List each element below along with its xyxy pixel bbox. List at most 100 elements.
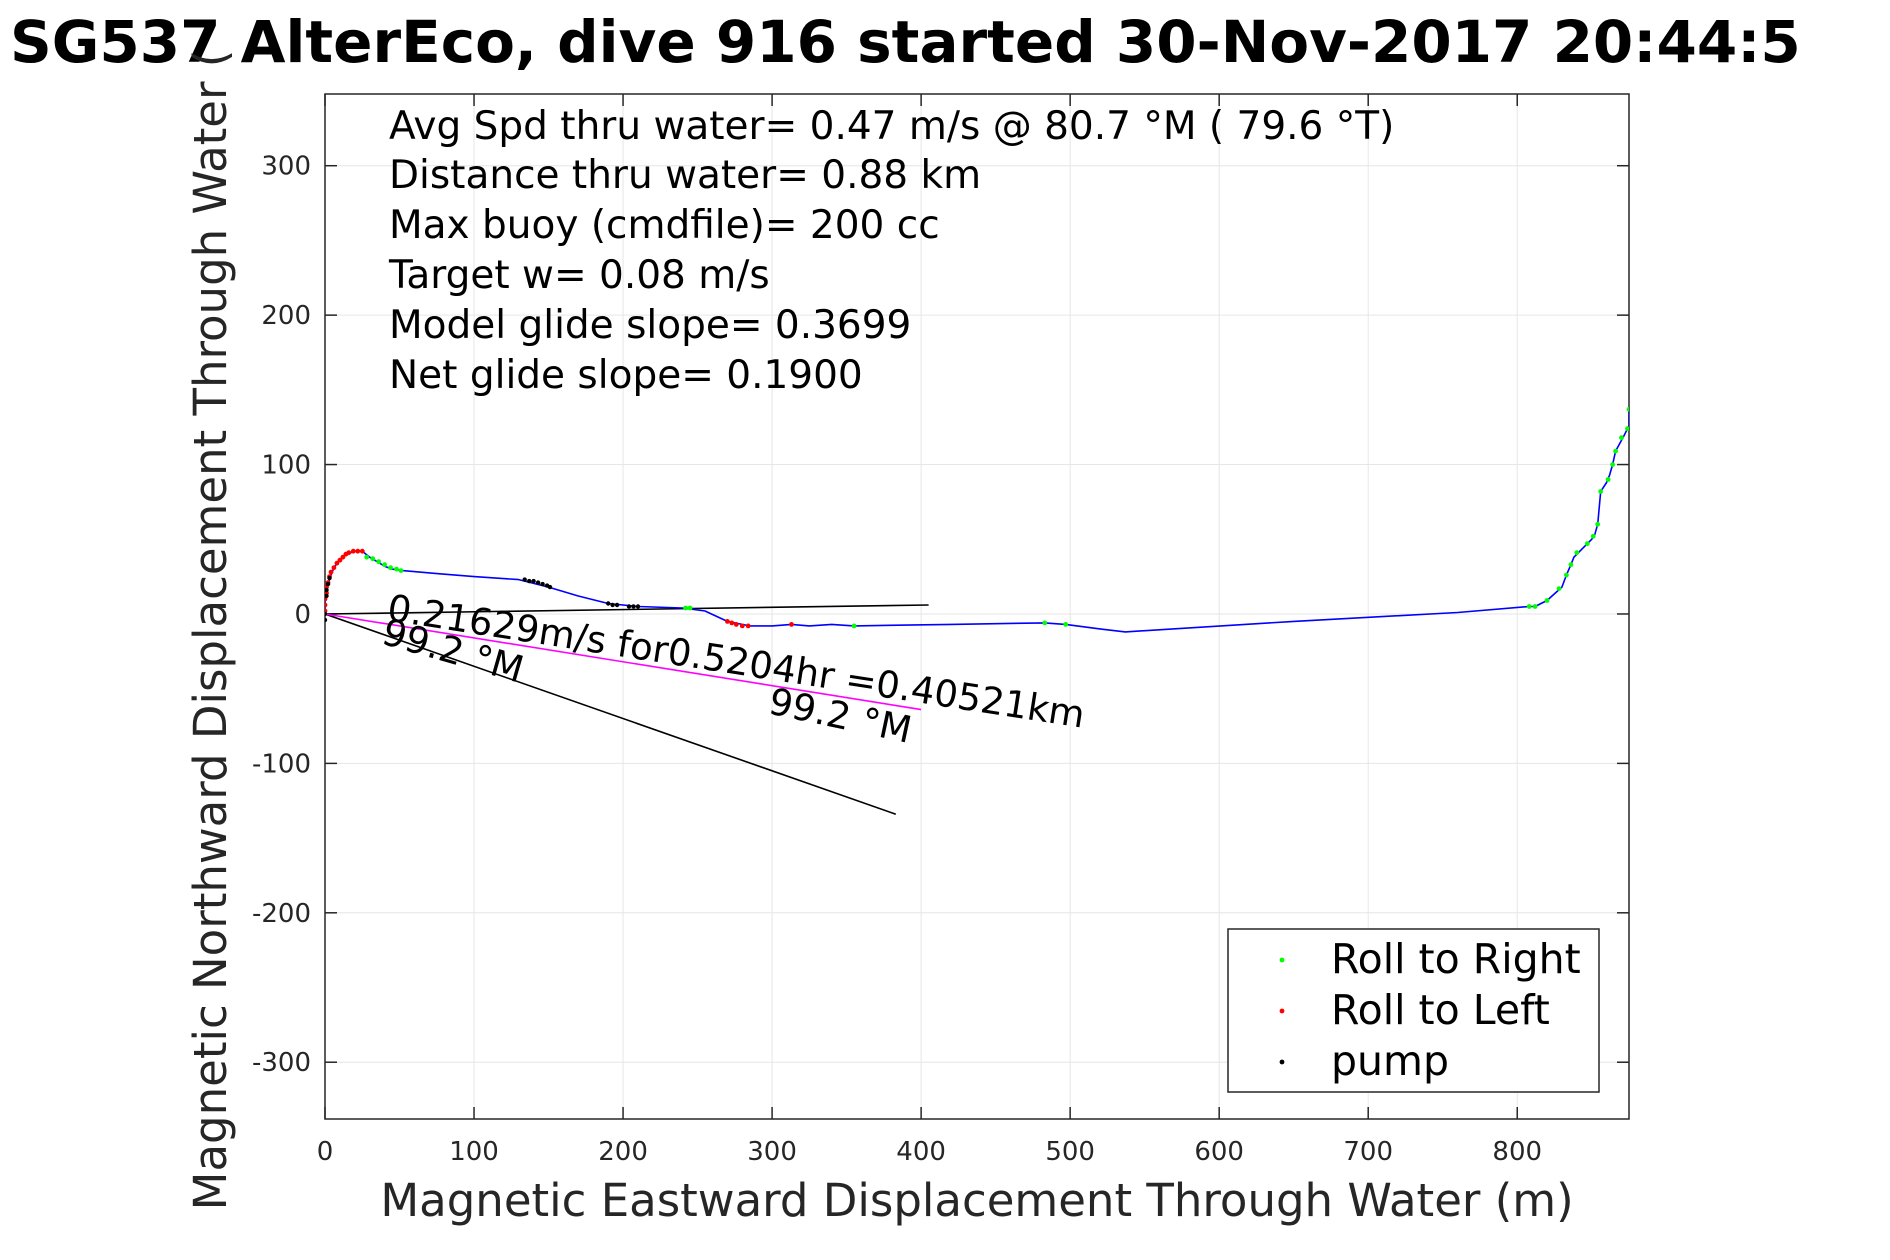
legend-label-roll-right: Roll to Right — [1331, 935, 1581, 983]
pump-point — [606, 601, 611, 606]
legend-box — [1227, 928, 1600, 1093]
x-tick-labels: 0 100 200 300 400 500 600 700 800 — [317, 1137, 1542, 1167]
x-tick-label: 300 — [747, 1137, 797, 1167]
y-tick-label: -100 — [252, 749, 311, 779]
roll-left-point — [729, 620, 735, 626]
legend-label-pump: pump — [1331, 1037, 1449, 1085]
y-axis-label: Magnetic Northward Displacement Through … — [184, 50, 237, 1211]
roll-right-point — [1619, 435, 1624, 441]
roll-right-point — [1631, 401, 1636, 406]
y-tick-label: -300 — [252, 1048, 311, 1078]
roll-right-point — [370, 556, 376, 562]
roll-left-point — [334, 560, 340, 566]
roll-left-point — [328, 569, 334, 575]
x-axis-label: Magnetic Eastward Displacement Through W… — [380, 1174, 1573, 1227]
roll-left-point — [346, 550, 352, 556]
legend-marker-roll-left — [1279, 1008, 1285, 1014]
roll-left-point — [337, 557, 343, 563]
pump-point — [527, 578, 532, 584]
roll-right-point — [1590, 533, 1596, 539]
pump-point — [325, 587, 329, 593]
roll-right-point — [1564, 572, 1569, 578]
info-line-distance: Distance thru water= 0.88 km — [389, 153, 981, 198]
markers — [325, 401, 1636, 629]
roll-left-point — [325, 602, 328, 608]
roll-left-point — [331, 565, 337, 571]
reference-line-lower — [325, 613, 897, 815]
pump-point — [535, 580, 541, 585]
pump-point — [325, 617, 328, 623]
pump-point — [522, 577, 527, 582]
y-tick-label: 300 — [261, 152, 311, 182]
y-tick-label: 100 — [261, 451, 311, 481]
roll-right-point — [1556, 586, 1562, 591]
roll-right-point — [1568, 562, 1574, 568]
pump-point — [531, 578, 536, 584]
y-tick-label: 200 — [261, 301, 311, 331]
roll-right-point — [1544, 598, 1550, 603]
x-tick-label: 700 — [1343, 1137, 1393, 1167]
pump-point — [547, 584, 553, 590]
x-tick-label: 100 — [449, 1137, 499, 1167]
pump-point — [614, 602, 620, 608]
pump-point — [325, 593, 329, 599]
roll-right-point — [394, 566, 399, 572]
info-line-net-glide: Net glide slope= 0.1900 — [389, 353, 863, 398]
y-tick-label: 0 — [294, 600, 311, 630]
roll-left-point — [733, 622, 739, 627]
roll-right-point — [1626, 406, 1629, 412]
roll-right-point — [1598, 489, 1604, 494]
pump-point — [610, 602, 615, 608]
roll-left-point — [789, 622, 794, 627]
info-line-max-buoy: Max buoy (cmdfile)= 200 cc — [389, 203, 940, 248]
x-tick-label: 600 — [1194, 1137, 1244, 1167]
roll-right-point — [382, 562, 387, 568]
roll-right-point — [1625, 426, 1629, 432]
pump-point — [626, 604, 632, 609]
roll-right-point — [851, 623, 857, 629]
x-tick-label: 500 — [1045, 1137, 1095, 1167]
roll-right-point — [1063, 622, 1069, 627]
roll-right-point — [1526, 604, 1532, 609]
x-tick-label: 400 — [896, 1137, 946, 1167]
roll-right-point — [1584, 541, 1590, 547]
roll-right-point — [687, 605, 693, 611]
roll-right-point — [388, 565, 393, 571]
roll-left-point — [359, 548, 365, 554]
legend-label-roll-left: Roll to Left — [1331, 986, 1550, 1034]
roll-right-point — [1605, 477, 1611, 482]
info-line-speed: Avg Spd thru water= 0.47 m/s @ 80.7 °M (… — [389, 104, 1394, 149]
pump-point — [327, 575, 332, 581]
x-tick-label: 0 — [317, 1137, 334, 1167]
legend-marker-roll-right — [1279, 957, 1285, 963]
info-line-target-w: Target w= 0.08 m/s — [388, 253, 770, 298]
pump-point — [325, 581, 331, 587]
reference-line-upper — [325, 604, 929, 615]
y-tick-label: -200 — [252, 899, 311, 929]
pump-point — [635, 604, 641, 609]
x-tick-label: 200 — [598, 1137, 648, 1167]
roll-left-point — [739, 623, 745, 629]
info-block: Avg Spd thru water= 0.47 m/s @ 80.7 °M (… — [388, 104, 1394, 398]
current-line — [325, 613, 922, 711]
roll-right-point — [364, 554, 370, 560]
roll-right-point — [376, 559, 382, 565]
roll-right-point — [1610, 462, 1615, 467]
roll-left-point — [340, 554, 346, 560]
legend: Roll to Right Roll to Left pump — [1227, 928, 1600, 1093]
roll-right-point — [1574, 550, 1580, 556]
info-line-model-glide: Model glide slope= 0.3699 — [389, 303, 911, 348]
plot-content — [325, 401, 1636, 815]
roll-right-point — [1613, 448, 1618, 454]
roll-left-point — [355, 548, 361, 554]
pump-point — [325, 611, 328, 617]
roll-right-point — [1595, 521, 1601, 527]
x-tick-label: 800 — [1492, 1137, 1542, 1167]
roll-right-point — [398, 568, 404, 573]
roll-right-point — [683, 605, 688, 611]
roll-left-point — [350, 548, 356, 554]
roll-left-point — [745, 623, 751, 629]
pump-point — [631, 604, 636, 609]
pump-point — [540, 581, 545, 587]
